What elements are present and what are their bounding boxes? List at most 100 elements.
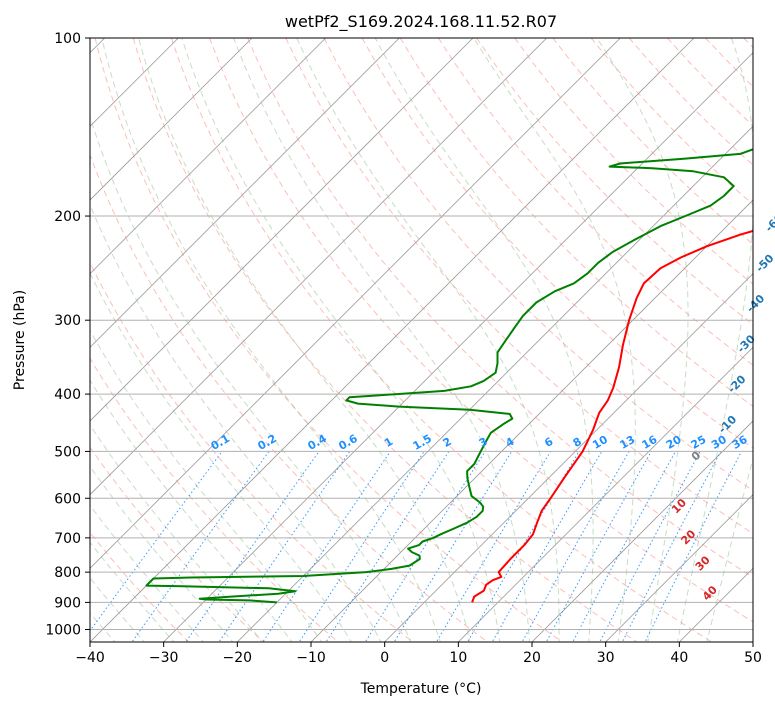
x-tick-label: −30 <box>149 650 179 666</box>
moist-adiabat-line <box>90 203 382 642</box>
dry-adiabat-line <box>437 38 753 366</box>
mixing-ratio-line <box>621 451 722 642</box>
isotherm-line <box>310 199 753 642</box>
mixing-ratio-line <box>364 451 486 642</box>
x-tick-label: 20 <box>523 650 541 666</box>
mixing-ratio-label: 16 <box>640 433 660 452</box>
moist-adiabat-label: 10 <box>669 496 689 516</box>
isotherm-line <box>678 567 753 642</box>
mixing-ratio-line <box>393 451 513 642</box>
mixing-ratio-label: 1.5 <box>411 432 434 453</box>
mixing-ratio-line <box>90 451 223 632</box>
moist-adiabat-line <box>138 38 471 642</box>
dry-adiabat-label: -20 <box>725 372 748 395</box>
mixing-ratio-line <box>545 451 652 642</box>
mixing-ratio-label: 10 <box>590 433 610 452</box>
y-axis-label: Pressure (hPa) <box>12 290 28 390</box>
x-axis-ticks: −40 −30 −20 −10 0 10 20 30 40 50 <box>75 642 762 666</box>
y-tick-label: 700 <box>54 531 81 547</box>
dry-adiabat-label: -40 <box>744 292 767 315</box>
mixing-ratio-label: 30 <box>709 433 729 452</box>
isotherm-line <box>163 52 753 642</box>
dry-adiabat-line <box>399 38 753 408</box>
y-axis-ticks: 100 200 300 400 500 600 700 800 900 1000 <box>45 31 90 638</box>
mixing-ratio-line <box>435 451 552 642</box>
moist-adiabat-line <box>90 272 352 642</box>
dry-adiabat-line <box>90 357 339 642</box>
dry-adiabat-line <box>94 38 564 642</box>
mixing-ratio-line <box>185 451 320 642</box>
dry-adiabat-label: -70 <box>772 171 775 194</box>
dry-adiabat-label: -60 <box>763 211 775 234</box>
x-tick-label: −20 <box>223 650 253 666</box>
dry-adiabat-line <box>90 261 414 642</box>
isotherm-line <box>90 38 326 275</box>
y-tick-label: 100 <box>54 31 81 47</box>
moist-adiabat-line <box>473 38 636 642</box>
mixing-ratio-line <box>572 451 676 642</box>
dry-adiabat-line <box>476 38 753 326</box>
isotherm-line <box>457 346 753 642</box>
dry-adiabat-line <box>247 38 753 578</box>
plot-frame <box>89 37 754 643</box>
isotherm-line <box>90 38 474 422</box>
mixing-ratio-label: 20 <box>664 433 684 452</box>
x-tick-label: 30 <box>597 650 615 666</box>
y-tick-label: 800 <box>54 565 81 581</box>
x-tick-label: 10 <box>449 650 467 666</box>
moist-adiabat-line <box>90 115 412 642</box>
temperature-profile-line <box>471 229 753 603</box>
x-tick-label: −40 <box>75 650 105 666</box>
dry-adiabat-label: -10 <box>716 413 739 436</box>
x-tick-label: 40 <box>670 650 688 666</box>
x-axis-label: Temperature (°C) <box>360 681 482 697</box>
y-tick-label: 600 <box>54 491 81 507</box>
dry-adiabat-line <box>132 38 638 642</box>
mixing-ratio-line <box>325 451 450 642</box>
mixing-ratio-label: 36 <box>730 433 750 452</box>
chart-title: wetPf2_S169.2024.168.11.52.R07 <box>285 12 557 32</box>
isotherm-line <box>384 273 753 642</box>
x-tick-label: 50 <box>744 650 762 666</box>
isotherm-line <box>90 38 253 201</box>
dry-adiabat-line <box>514 38 753 285</box>
mixing-ratio-label: 6 <box>542 435 555 450</box>
dry-adiabat-label: -50 <box>753 252 775 275</box>
y-tick-label: 300 <box>54 313 81 329</box>
mixing-ratio-line <box>218 451 351 642</box>
y-tick-label: 1000 <box>45 622 81 638</box>
dewpoint-profile-line <box>145 148 753 604</box>
mixing-ratio-line <box>599 451 701 642</box>
x-tick-label: −10 <box>296 650 326 666</box>
dry-adiabat-line <box>323 38 753 492</box>
mixing-ratio-label: 25 <box>689 433 709 452</box>
dry-adiabat-line <box>285 38 753 535</box>
background-lines <box>90 38 753 642</box>
moist-adiabat-line <box>596 38 689 642</box>
moist-adiabat-line <box>374 38 594 642</box>
dry-adiabat-line <box>90 446 265 642</box>
moist-adiabat-line <box>296 38 560 642</box>
mixing-ratio-line <box>644 451 742 642</box>
pressure-gridlines <box>90 38 753 630</box>
dry-adiabat-label: -30 <box>735 332 758 355</box>
moist-adiabat-line <box>90 504 204 642</box>
mixing-ratio-line <box>131 451 270 642</box>
x-tick-label: 0 <box>380 650 389 666</box>
moist-adiabat-line <box>90 424 264 642</box>
isotherm-line <box>90 38 695 642</box>
mixing-ratio-label: 0.2 <box>256 432 279 453</box>
moist-adiabat-line <box>181 38 501 642</box>
y-tick-label: 200 <box>54 209 81 225</box>
isotherm-line <box>90 38 621 569</box>
mixing-ratio-label: 0.4 <box>306 432 330 453</box>
isotherm-line <box>236 125 753 642</box>
mixing-ratio-line <box>298 451 425 642</box>
mixing-ratio-label: 1 <box>382 435 395 450</box>
mixing-ratio-line <box>262 451 391 642</box>
y-tick-label: 500 <box>54 444 81 460</box>
y-tick-label: 900 <box>54 595 81 611</box>
mixing-ratio-label: 8 <box>571 435 584 450</box>
dry-adiabat-line <box>667 38 753 127</box>
